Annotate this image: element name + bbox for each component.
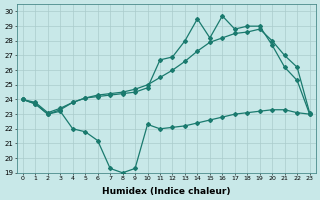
- X-axis label: Humidex (Indice chaleur): Humidex (Indice chaleur): [102, 187, 230, 196]
